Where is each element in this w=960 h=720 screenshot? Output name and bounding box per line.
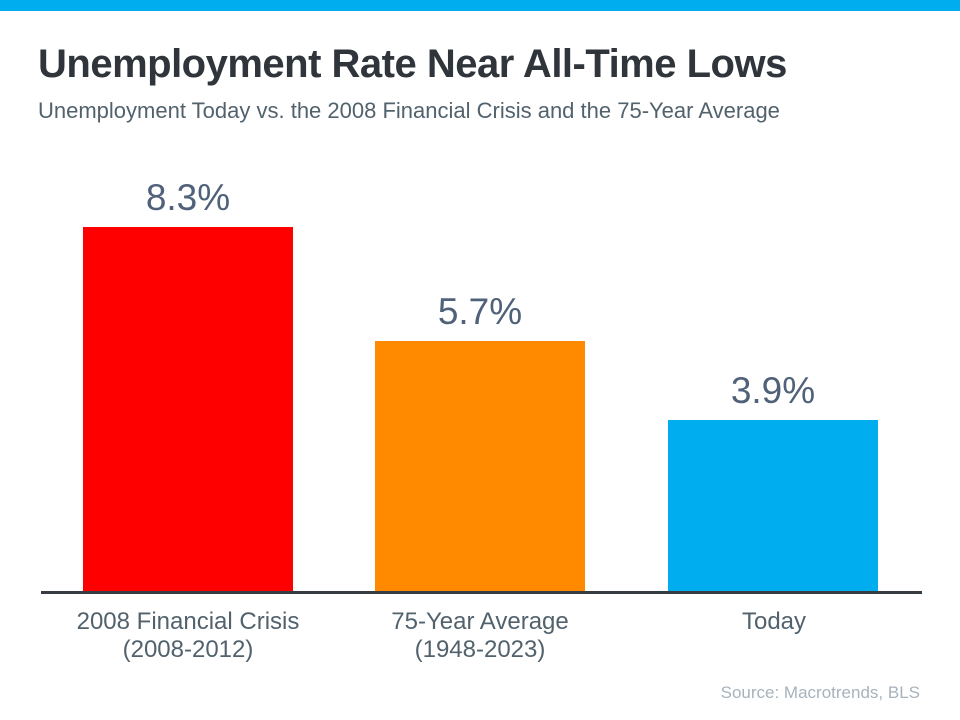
value-label-today: 3.9% [730, 370, 816, 411]
value-label-75yr-average: 5.7% [437, 291, 523, 332]
source-attribution: Source: Macrotrends, BLS [720, 683, 920, 702]
bar-75yr-average [375, 341, 585, 591]
value-label-2008-crisis: 8.3% [145, 177, 231, 218]
chart-title: Unemployment Rate Near All-Time Lows [38, 42, 787, 86]
bar-2008-crisis [83, 227, 293, 591]
bar-group-75yr-average: 5.7% [375, 293, 585, 591]
top-accent-bar [0, 0, 960, 11]
bar-group-2008-crisis: 8.3% [83, 179, 293, 591]
chart-subtitle: Unemployment Today vs. the 2008 Financia… [38, 98, 780, 123]
bar-group-today: 3.9% [668, 372, 878, 591]
x-axis-line [41, 591, 922, 594]
tick-label-today: Today [741, 608, 807, 635]
tick-label-75yr-average: 75-Year Average (1948-2023) [391, 608, 569, 663]
bar-today [668, 420, 878, 591]
tick-label-2008-crisis: 2008 Financial Crisis (2008-2012) [76, 608, 300, 663]
